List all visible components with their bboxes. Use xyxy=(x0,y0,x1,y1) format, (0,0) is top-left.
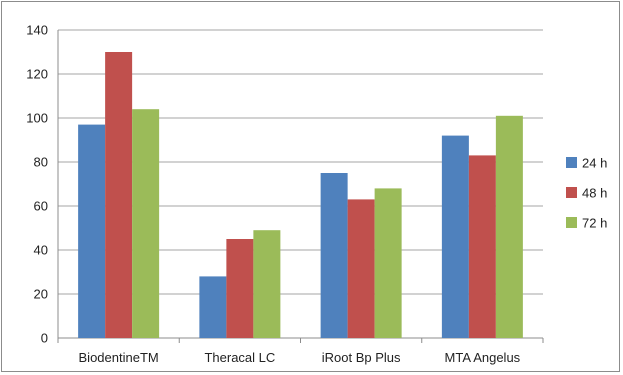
bar xyxy=(347,199,375,338)
x-tick-label: Theracal LC xyxy=(204,350,275,365)
x-tick-label: iRoot Bp Plus xyxy=(322,350,401,365)
bar xyxy=(132,109,160,338)
y-tick-label: 20 xyxy=(34,287,48,302)
bar xyxy=(105,52,133,338)
y-tick-label: 100 xyxy=(26,111,48,126)
y-tick-label: 40 xyxy=(34,243,48,258)
bar xyxy=(374,188,402,338)
y-tick-label: 120 xyxy=(26,67,48,82)
bar xyxy=(226,239,254,338)
x-tick-label: MTA Angelus xyxy=(445,350,521,365)
legend-label: 48 h xyxy=(582,186,607,201)
legend-label: 72 h xyxy=(582,216,607,231)
bar xyxy=(468,155,496,338)
bar xyxy=(441,135,469,338)
y-tick-labels: 0 20 40 60 80 100 120 140 xyxy=(26,23,48,346)
y-tick-label: 60 xyxy=(34,199,48,214)
bar xyxy=(253,230,281,338)
x-tick-labels: BiodentineTM Theracal LC iRoot Bp Plus MTA … xyxy=(79,350,521,365)
legend-swatch xyxy=(566,187,577,198)
legend-swatch xyxy=(566,157,577,168)
legend: 24 h 48 h 72 h xyxy=(566,156,607,231)
legend-label: 24 h xyxy=(582,156,607,171)
x-tick-label: BiodentineTM xyxy=(79,350,159,365)
bar xyxy=(320,173,348,338)
legend-swatch xyxy=(566,217,577,228)
y-tick-label: 80 xyxy=(34,155,48,170)
bars xyxy=(78,52,523,338)
bar xyxy=(199,276,227,338)
bar xyxy=(78,124,106,338)
y-tick-label: 0 xyxy=(41,331,48,346)
bar xyxy=(495,115,523,338)
y-tick-label: 140 xyxy=(26,23,48,38)
